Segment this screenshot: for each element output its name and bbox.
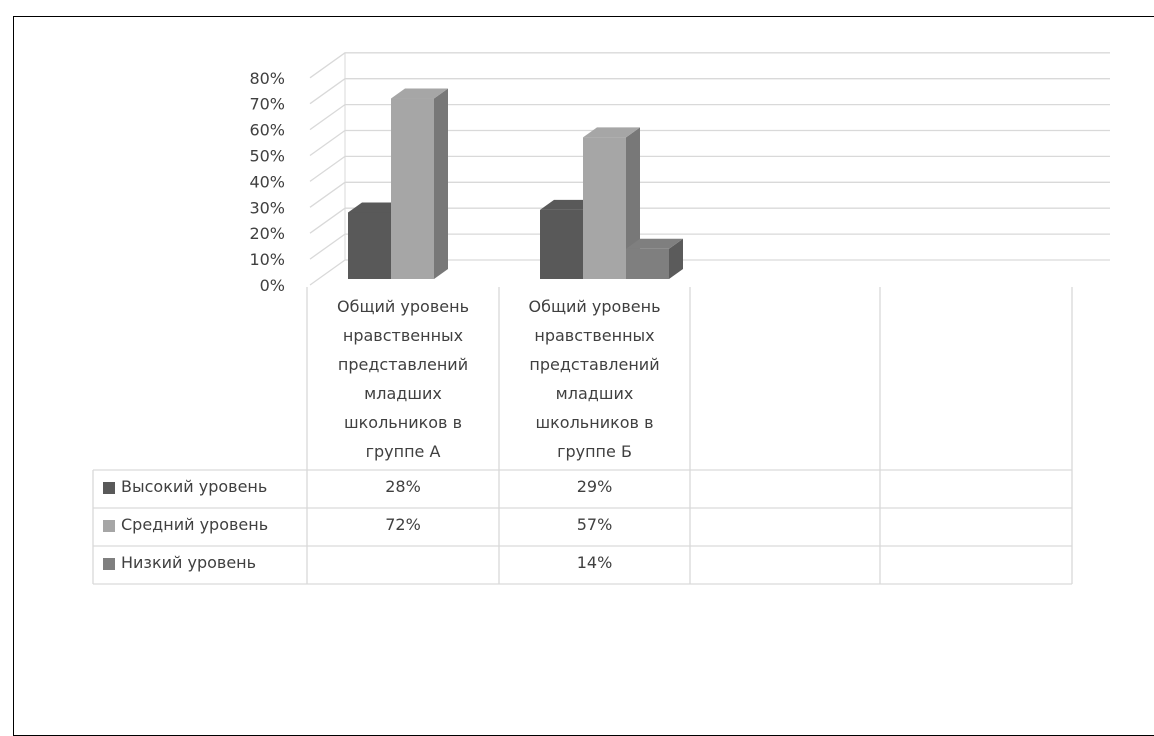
bar [540, 209, 583, 279]
data-table-grid [92, 287, 1073, 585]
bar-top [540, 199, 597, 210]
bar-top [583, 127, 640, 138]
y-tick-label: 30% [249, 198, 285, 217]
y-tick-label: 50% [249, 147, 285, 166]
y-tick-label: 10% [249, 250, 285, 269]
bar-top [626, 238, 683, 249]
y-tick-label: 60% [249, 121, 285, 140]
bar-side [434, 88, 448, 280]
y-tick-label: 20% [249, 224, 285, 243]
gridlines [309, 52, 1110, 286]
bar [391, 98, 434, 280]
bar [348, 212, 391, 279]
bars [348, 88, 683, 280]
y-axis-ticks: 0% 10% 20% 30% 40% 50% 60% 70% 80% [249, 69, 285, 295]
bar [583, 137, 626, 279]
y-tick-label: 80% [249, 69, 285, 88]
y-tick-label: 0% [260, 276, 285, 295]
bar-side [669, 238, 683, 279]
bar-top [391, 88, 448, 99]
y-tick-label: 40% [249, 172, 285, 191]
y-tick-label: 70% [249, 95, 285, 114]
bar-top [348, 202, 405, 213]
bar-side [626, 127, 640, 280]
bar [626, 248, 669, 279]
gridline [309, 52, 1110, 79]
